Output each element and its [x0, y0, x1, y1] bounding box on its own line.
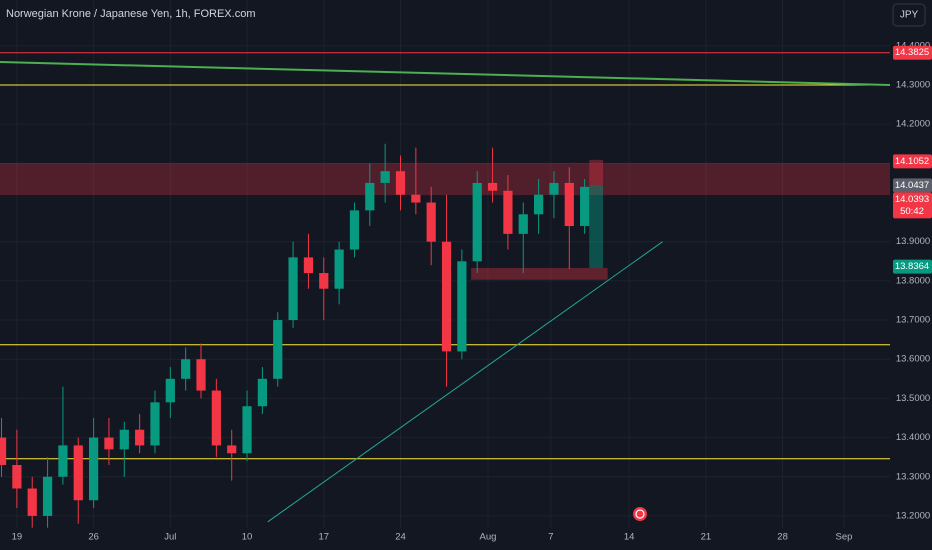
currency-label[interactable]: JPY [900, 10, 919, 21]
candle-body [27, 488, 37, 516]
price-badge-label: 14.1052 [895, 156, 929, 167]
event-marker-icon [635, 509, 645, 519]
candle-body [319, 273, 329, 289]
y-tick-label: 13.8000 [896, 275, 930, 286]
candle-body [457, 261, 467, 352]
candle-body [196, 359, 206, 391]
candle-body [242, 406, 252, 454]
x-tick-label: 19 [12, 532, 23, 543]
price-badge-label: 14.0393 [895, 194, 929, 205]
candle-body [42, 476, 53, 516]
y-tick-label: 13.3000 [896, 471, 930, 482]
x-tick-label: 14 [624, 532, 635, 543]
zone [589, 184, 604, 268]
candle-body [380, 171, 390, 183]
y-tick-label: 14.3000 [896, 80, 930, 91]
plot-area [0, 0, 891, 528]
x-tick-label: 26 [88, 532, 99, 543]
candle-body [580, 186, 590, 227]
candle-body [273, 320, 283, 379]
price-badge [893, 45, 932, 60]
y-tick-label: 13.7000 [896, 315, 930, 326]
zone [471, 267, 608, 280]
y-tick-label: 13.5000 [896, 393, 930, 404]
event-marker[interactable] [633, 507, 647, 521]
candle-body [150, 402, 160, 446]
candle-body [12, 464, 22, 489]
currency-button[interactable] [892, 3, 926, 27]
x-tick-label: 10 [242, 532, 253, 543]
candle-body [534, 194, 544, 215]
candle-body [165, 378, 175, 403]
candle-body [426, 202, 436, 242]
candle-body [441, 241, 452, 352]
price-badge-label: 14.0437 [895, 180, 929, 191]
price-axis: 14.400014.300014.200014.100013.900013.80… [890, 30, 932, 550]
candle-body [58, 445, 68, 477]
candle-body [334, 249, 344, 289]
candle-body [89, 437, 99, 501]
candle-body [349, 210, 360, 250]
x-tick-label: 7 [548, 532, 553, 543]
x-tick-label: Sep [836, 532, 853, 543]
x-tick-label: Aug [480, 532, 497, 543]
zone [0, 162, 890, 196]
candle-body [549, 182, 559, 195]
candle-body [503, 190, 513, 234]
chart-title: Norwegian Krone / Japanese Yen, 1h, FORE… [6, 8, 255, 20]
price-badge [893, 192, 932, 219]
y-tick-label: 13.2000 [896, 510, 930, 521]
zone [589, 159, 604, 185]
x-tick-label: 21 [701, 532, 712, 543]
candle-body [395, 171, 406, 195]
y-tick-label: 14.2000 [896, 119, 930, 130]
candle-body [487, 182, 498, 191]
candle-body [365, 182, 375, 211]
candle-body [257, 378, 267, 407]
candle-body [303, 257, 314, 274]
y-tick-label: 13.6000 [896, 354, 930, 365]
trend-line [267, 241, 663, 523]
candle-body [104, 437, 114, 450]
candle-body [411, 194, 421, 203]
price-badge-label: 13.8364 [895, 261, 929, 272]
price-badge [893, 154, 932, 169]
candle-body [227, 445, 237, 454]
candle-body [0, 437, 7, 465]
y-tick-label: 13.9000 [896, 236, 930, 247]
x-tick-label: 24 [395, 532, 406, 543]
trend-line [0, 61, 891, 87]
candle-body [135, 429, 145, 446]
x-tick-label: 17 [318, 532, 329, 543]
candle-body [119, 429, 129, 450]
x-tick-label: Jul [164, 532, 176, 543]
price-badge-label: 14.3825 [895, 47, 929, 58]
candle-body [518, 214, 528, 234]
price-axis-bg [890, 30, 932, 550]
price-badge [893, 259, 932, 274]
x-tick-label: 28 [777, 532, 788, 543]
y-tick-label: 13.4000 [896, 432, 930, 443]
candle-body [472, 182, 482, 262]
price-badge [893, 178, 932, 193]
candle-body [288, 257, 298, 321]
countdown-label: 50:42 [900, 206, 924, 217]
candle-body [564, 182, 574, 227]
candle-body [181, 359, 191, 379]
candle-body [211, 390, 221, 446]
candle-body [73, 445, 83, 501]
